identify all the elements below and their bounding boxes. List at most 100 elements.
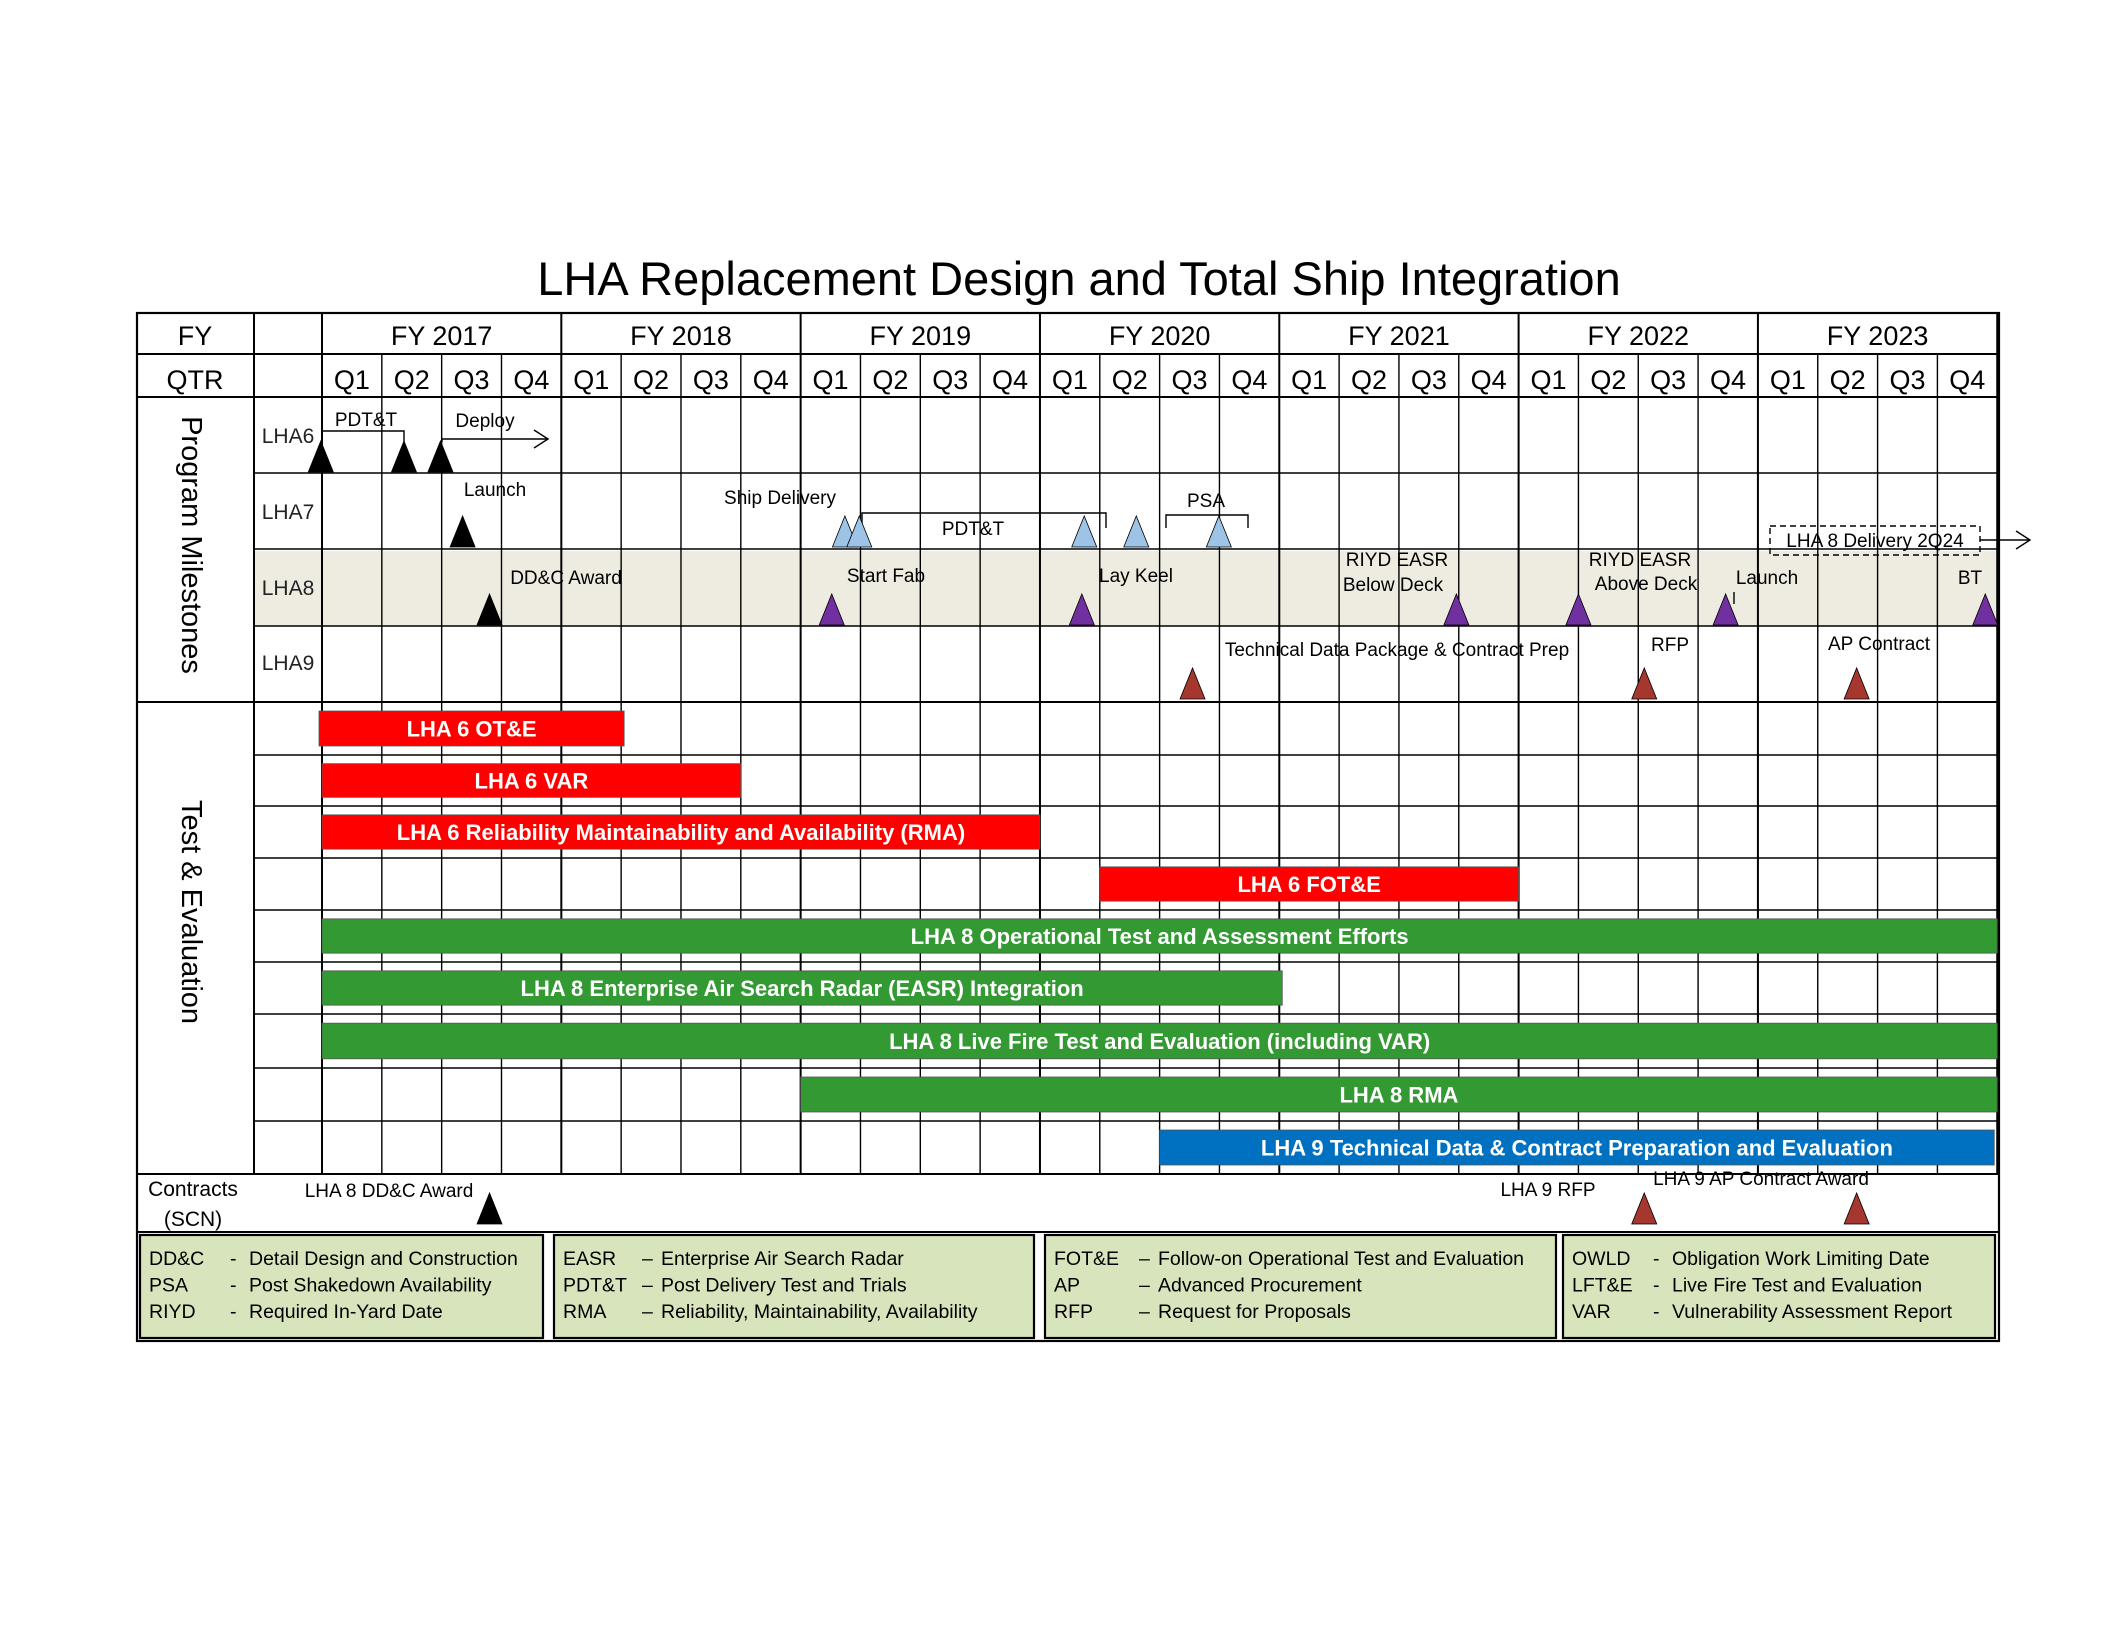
milestone-triangles [307, 439, 1999, 1225]
quarter-label: Q4 [1710, 365, 1746, 395]
lha8-launch-label: Launch [1736, 568, 1798, 589]
legend-dash: - [230, 1301, 237, 1323]
fiscal-year-headers: FY 2017 FY 2018 FY 2019 FY 2020 FY 2021 FY 20… [391, 321, 1929, 351]
legend-abbrev: DD&C [149, 1248, 204, 1270]
legend-dash: – [642, 1275, 653, 1297]
te-bar [321, 814, 1041, 850]
section-program-milestones: Program Milestones [175, 416, 207, 674]
legend-definition: Live Fire Test and Evaluation [1672, 1275, 1922, 1297]
contract-lha9-rfp-label: LHA 9 RFP [1500, 1180, 1595, 1201]
lha9-rfp-label: RFP [1651, 635, 1689, 656]
outer-border [135, 311, 2001, 1343]
te-bar [1099, 866, 1520, 902]
te-bar [321, 1022, 1998, 1060]
fiscal-year-label: FY 2022 [1587, 321, 1689, 351]
te-bar [800, 1076, 1998, 1113]
legend-abbrev: EASR [563, 1248, 616, 1270]
lha9-triangle [1631, 666, 1658, 700]
legend-dash: - [230, 1275, 237, 1297]
quarter-label: Q4 [1471, 365, 1507, 395]
lha8-triangle [1443, 592, 1470, 626]
contract-lha8-ddc-label: LHA 8 DD&C Award [305, 1181, 474, 1202]
legend-dash: – [1139, 1275, 1150, 1297]
legend-dash: – [642, 1301, 653, 1323]
lha8-lay-keel-label: Lay Keel [1099, 566, 1173, 587]
te-bar-label: LHA 6 FOT&E [1237, 872, 1380, 897]
quarter-label: Q2 [1351, 365, 1387, 395]
quarter-label: Q1 [573, 365, 609, 395]
lha8-ddc-triangle [476, 592, 503, 626]
legend-dash: – [1139, 1248, 1150, 1270]
lha8-row-shade [254, 551, 1999, 626]
legend-definition: Detail Design and Construction [249, 1248, 518, 1270]
legend-abbrev: RMA [563, 1301, 606, 1323]
fiscal-year-label: FY 2018 [630, 321, 732, 351]
legend-abbrev: VAR [1572, 1301, 1611, 1323]
lha7-triangle [846, 514, 873, 548]
legend-abbrev: RFP [1054, 1301, 1093, 1323]
te-bar [321, 970, 1283, 1006]
te-bar-label: LHA 8 Enterprise Air Search Radar (EASR)… [521, 976, 1084, 1001]
fy-header-label: FY [178, 321, 213, 351]
lha7-launch-triangle [449, 514, 476, 548]
legend-abbrev: PSA [149, 1275, 188, 1297]
lha6-deploy-arrowhead [533, 429, 550, 449]
lha8-delivery-arrowhead [2015, 530, 2032, 550]
te-bar-label: LHA 9 Technical Data & Contract Preparat… [1261, 1136, 1893, 1161]
legend-abbrev: RIYD [149, 1301, 196, 1323]
milestone-row-label: LHA8 [262, 577, 315, 600]
te-bar-label: LHA 8 RMA [1339, 1083, 1458, 1108]
lha9-triangle [1179, 666, 1206, 700]
te-bar [1159, 1129, 1995, 1166]
milestone-annotations [321, 429, 2032, 604]
lha7-ship-delivery-label: Ship Delivery [724, 488, 836, 509]
te-bar-label: LHA 6 Reliability Maintainability and Av… [397, 820, 965, 845]
section-contracts-line2: (SCN) [164, 1208, 222, 1231]
quarter-label: Q2 [633, 365, 669, 395]
legend-definition: Reliability, Maintainability, Availabili… [661, 1301, 978, 1323]
lha6-triangle [307, 439, 334, 473]
lha8-triangle [1068, 592, 1095, 626]
lha7-psa-bracket [1165, 514, 1249, 528]
legend-box [552, 1233, 1036, 1340]
quarter-label: Q1 [813, 365, 849, 395]
legend-definition: Advanced Procurement [1158, 1275, 1362, 1297]
milestone-row-label: LHA9 [262, 652, 315, 675]
lha6-triangle [427, 439, 454, 473]
lha8-riyd-above-label-1: RIYD EASR [1589, 550, 1691, 571]
lha7-triangle [1123, 514, 1150, 548]
milestone-row-label: LHA6 [262, 425, 315, 448]
legend-definition: Enterprise Air Search Radar [661, 1248, 904, 1270]
qtr-header-label: QTR [167, 365, 224, 395]
quarter-label: Q1 [1291, 365, 1327, 395]
te-bar-label: LHA 8 Operational Test and Assessment Ef… [911, 924, 1409, 949]
lha6-deploy-label: Deploy [455, 411, 515, 432]
quarter-label: Q3 [454, 365, 490, 395]
lha6-deploy-arrow [441, 438, 548, 442]
lha8-riyd-above-label-2: Above Deck [1595, 574, 1698, 595]
legend-abbrev: OWLD [1572, 1248, 1631, 1270]
lha6-pdtt-bracket [321, 430, 405, 442]
legend-box [138, 1233, 545, 1340]
lha9-tdp-label: Technical Data Package & Contract Prep [1225, 640, 1569, 661]
legend-definition: Vulnerability Assessment Report [1672, 1301, 1953, 1323]
lha8-triangle [1972, 592, 1999, 626]
fiscal-year-label: FY 2021 [1348, 321, 1450, 351]
te-bar [318, 710, 625, 747]
legend-abbrev: AP [1054, 1275, 1080, 1297]
te-bar [321, 918, 1998, 954]
quarter-label: Q2 [1590, 365, 1626, 395]
fiscal-year-label: FY 2023 [1827, 321, 1929, 351]
legend-dash: - [1653, 1275, 1660, 1297]
lha7-pdtt-bracket [861, 512, 1107, 528]
legend-definition: Request for Proposals [1158, 1301, 1351, 1323]
quarter-label: Q1 [334, 365, 370, 395]
lha7-launch-label: Launch [464, 480, 526, 501]
section-test-evaluation: Test & Evaluation [175, 800, 207, 1024]
milestone-row-labels: LHA6 LHA7 LHA8 LHA9 [262, 425, 315, 675]
legend-dash: - [1653, 1301, 1660, 1323]
quarter-label: Q3 [1172, 365, 1208, 395]
quarter-label: Q2 [872, 365, 908, 395]
